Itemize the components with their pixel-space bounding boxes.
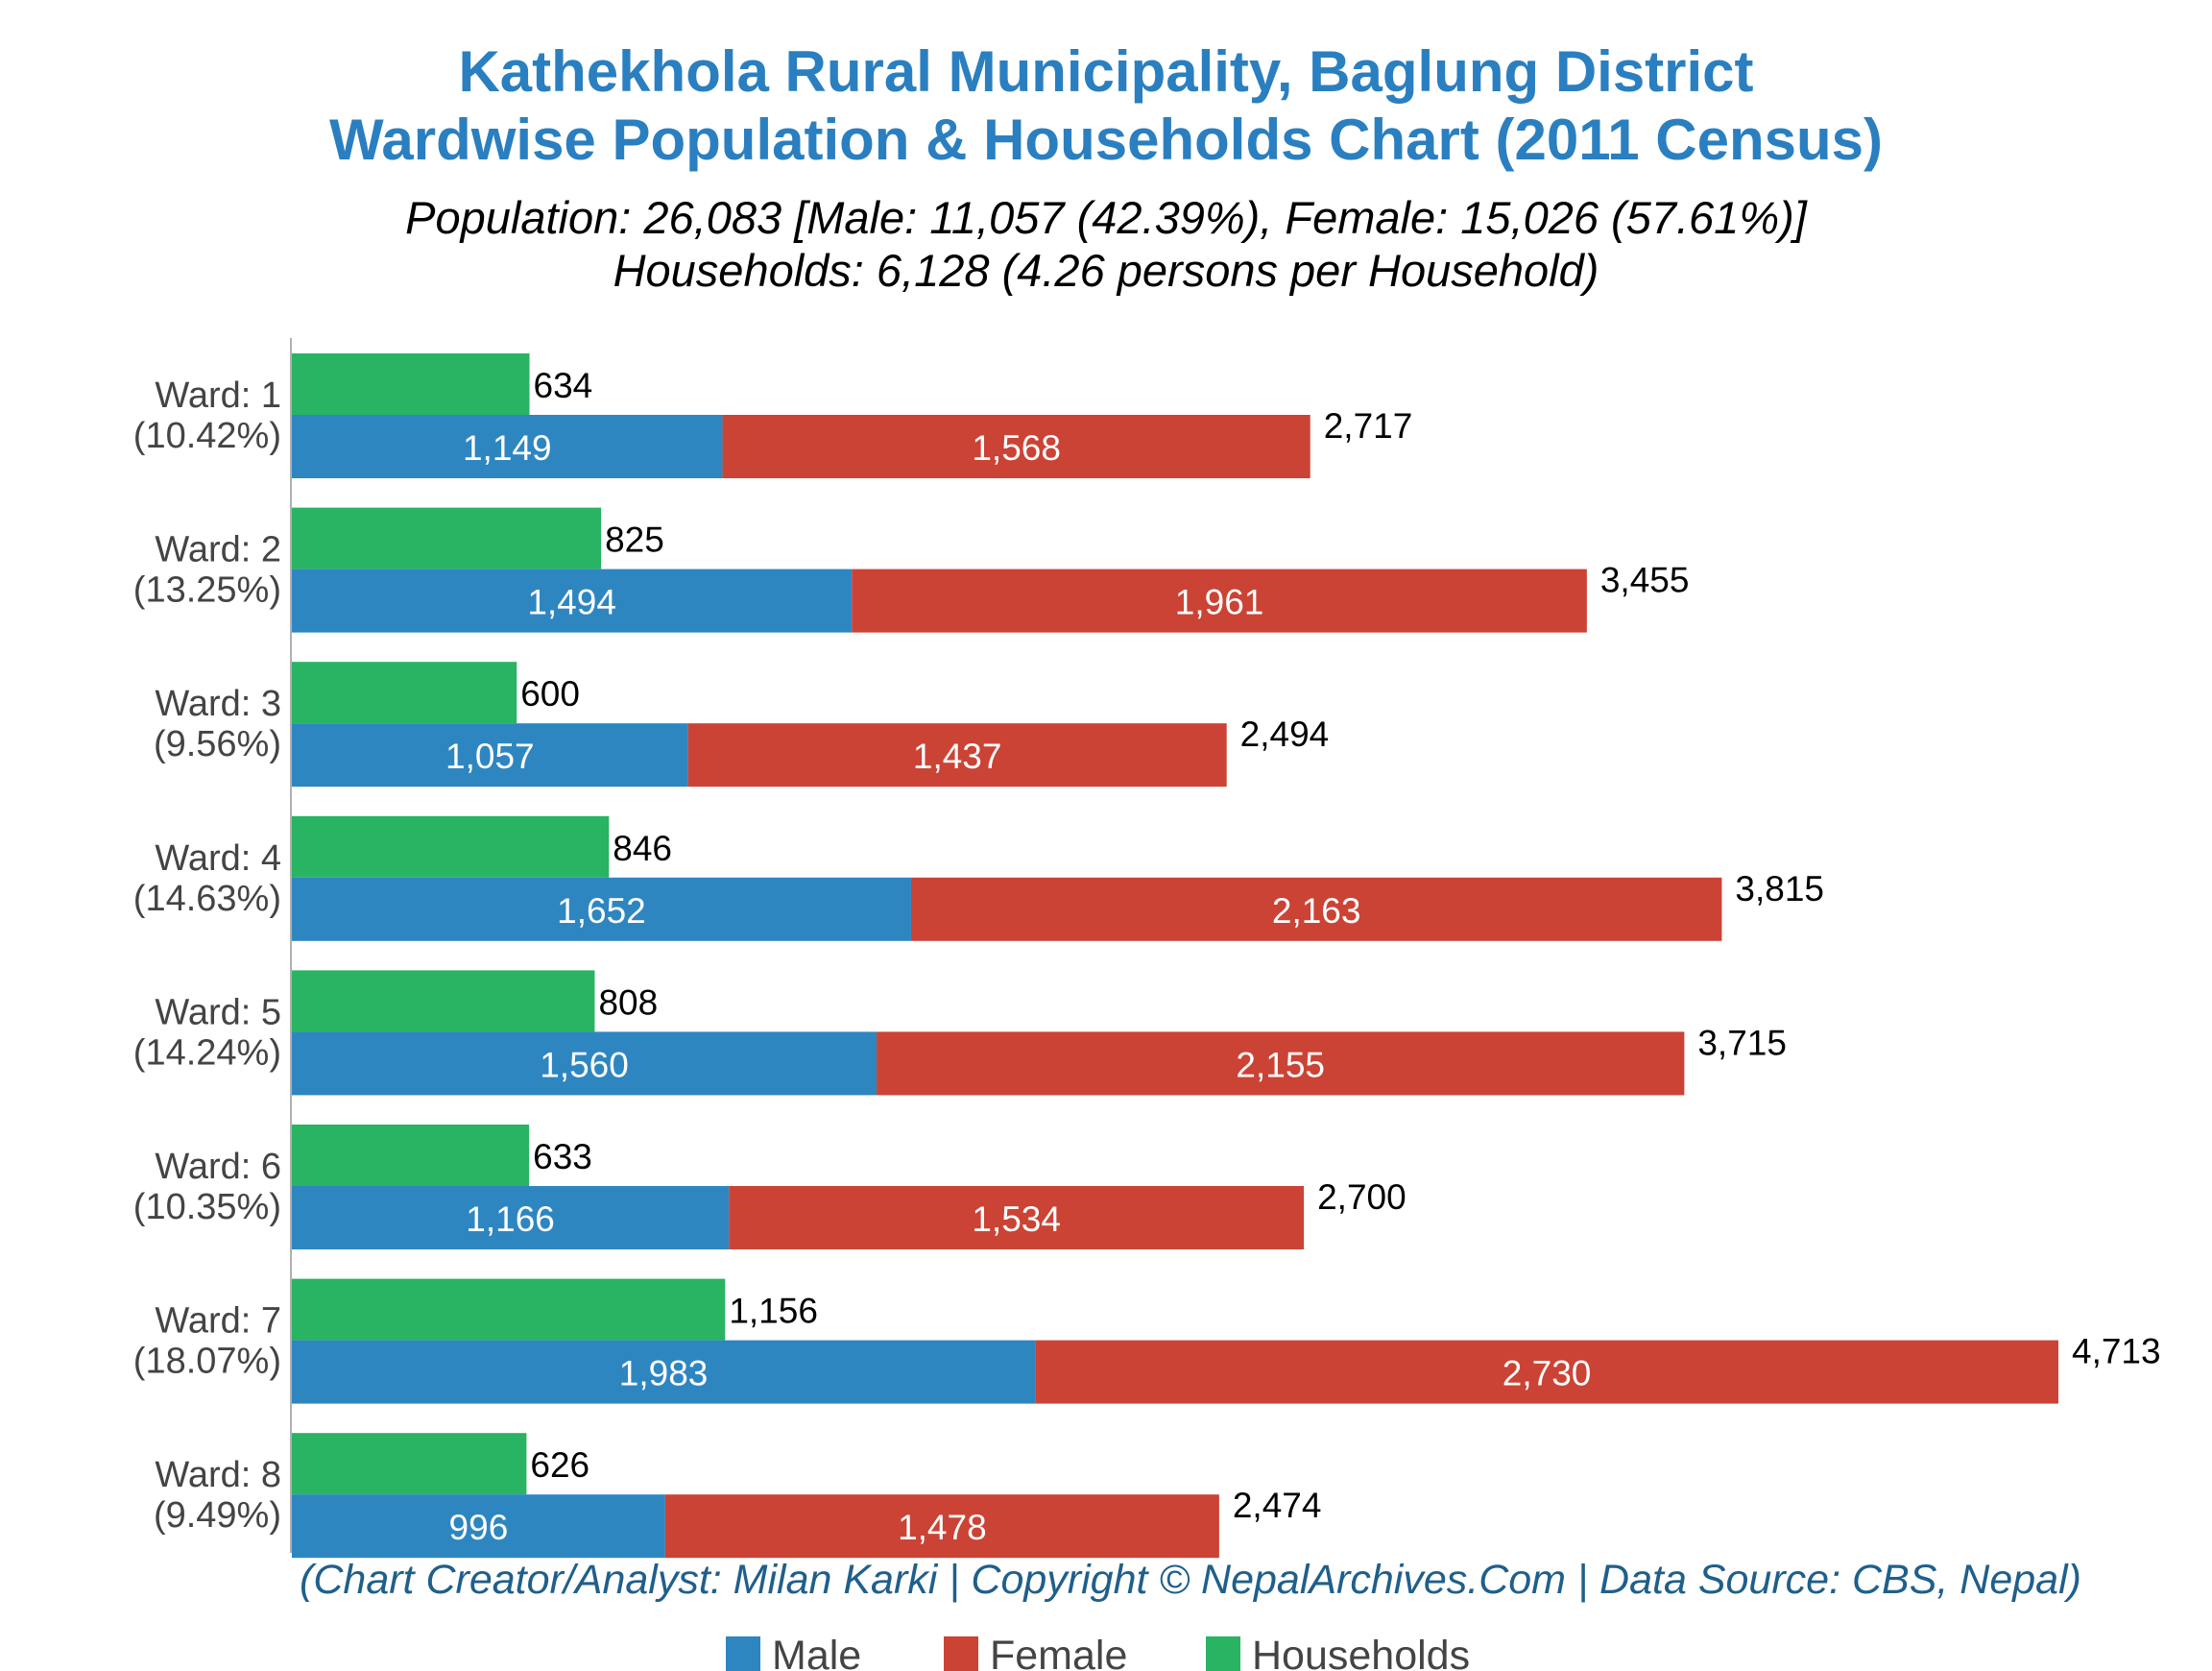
ward-label: Ward: 5 bbox=[155, 992, 281, 1032]
total-value-label: 2,474 bbox=[1233, 1486, 1322, 1525]
male-value-label: 1,494 bbox=[527, 583, 616, 622]
female-value-label: 1,534 bbox=[972, 1199, 1061, 1239]
households-bar bbox=[292, 1433, 527, 1495]
ward-label: Ward: 6 bbox=[155, 1147, 281, 1187]
households-bar bbox=[292, 507, 602, 569]
female-bar bbox=[877, 1031, 1685, 1096]
male-value-label: 1,057 bbox=[445, 737, 535, 776]
male-bar bbox=[292, 723, 688, 787]
total-value-label: 2,494 bbox=[1240, 714, 1330, 754]
total-value-label: 2,700 bbox=[1317, 1177, 1407, 1217]
ward-label: Ward: 2 bbox=[155, 530, 281, 570]
households-value-label: 626 bbox=[530, 1445, 589, 1485]
ward-percent-label: (10.35%) bbox=[133, 1187, 281, 1227]
total-value-label: 2,717 bbox=[1324, 406, 1413, 446]
ward-label: Ward: 4 bbox=[155, 838, 281, 879]
households-bar bbox=[292, 662, 517, 724]
female-bar bbox=[729, 1186, 1305, 1249]
chart-subtitle-line-1: Population: 26,083 [Male: 11,057 (42.39%… bbox=[405, 192, 1808, 243]
female-bar bbox=[722, 415, 1310, 478]
households-value-label: 1,156 bbox=[729, 1292, 818, 1331]
households-value-label: 634 bbox=[534, 366, 593, 405]
total-value-label: 3,815 bbox=[1735, 869, 1824, 908]
male-value-label: 1,166 bbox=[466, 1199, 555, 1239]
male-value-label: 1,652 bbox=[557, 891, 646, 931]
ward-label: Ward: 3 bbox=[155, 684, 281, 724]
male-value-label: 1,149 bbox=[463, 428, 552, 468]
households-bar bbox=[292, 1278, 726, 1341]
female-value-label: 1,961 bbox=[1175, 583, 1264, 622]
ward-label: Ward: 7 bbox=[155, 1301, 281, 1342]
total-value-label: 3,715 bbox=[1697, 1023, 1787, 1062]
plot-area: Ward: 1(10.42%) 634 1,149 1,568 2,717 Ward: 2… bbox=[133, 353, 2161, 1559]
legend: Male Female Households bbox=[726, 1633, 1470, 1671]
chart-subtitle-line-2: Households: 6,128 (4.26 persons per Hous… bbox=[613, 245, 1599, 296]
male-bar bbox=[292, 1031, 878, 1096]
households-value-label: 846 bbox=[613, 829, 672, 868]
ward-percent-label: (10.42%) bbox=[133, 416, 281, 456]
ward-label: Ward: 1 bbox=[155, 375, 281, 416]
households-bar bbox=[292, 1125, 530, 1186]
male-bar bbox=[292, 415, 723, 478]
legend-swatch-female bbox=[944, 1636, 978, 1671]
male-value-label: 996 bbox=[449, 1508, 509, 1547]
chart-title-line-2: Wardwise Population & Households Chart (… bbox=[329, 108, 1883, 172]
female-value-label: 1,568 bbox=[972, 428, 1061, 468]
female-bar bbox=[664, 1494, 1219, 1559]
legend-swatch-male bbox=[726, 1636, 760, 1671]
ward-percent-label: (9.49%) bbox=[154, 1495, 281, 1536]
female-value-label: 2,155 bbox=[1236, 1045, 1325, 1084]
ward-percent-label: (18.07%) bbox=[133, 1342, 281, 1382]
total-value-label: 4,713 bbox=[2072, 1332, 2161, 1371]
male-value-label: 1,560 bbox=[540, 1045, 629, 1084]
male-bar bbox=[292, 1340, 1036, 1404]
total-value-label: 3,455 bbox=[1600, 561, 1690, 600]
female-value-label: 1,478 bbox=[898, 1508, 987, 1547]
legend-label-female: Female bbox=[990, 1633, 1127, 1671]
households-value-label: 825 bbox=[605, 521, 664, 560]
households-bar bbox=[292, 353, 530, 415]
ward-percent-label: (9.56%) bbox=[154, 724, 281, 764]
female-bar bbox=[1035, 1340, 2058, 1404]
female-bar bbox=[910, 877, 1722, 941]
male-bar bbox=[292, 569, 853, 633]
female-value-label: 2,730 bbox=[1503, 1354, 1592, 1393]
male-bar bbox=[292, 1186, 730, 1249]
male-value-label: 1,983 bbox=[619, 1354, 709, 1393]
female-bar bbox=[687, 723, 1227, 787]
male-bar bbox=[292, 877, 911, 941]
households-value-label: 633 bbox=[533, 1137, 592, 1176]
legend-swatch-households bbox=[1206, 1636, 1240, 1671]
female-value-label: 1,437 bbox=[913, 737, 1002, 776]
chart-title-line-1: Kathekhola Rural Municipality, Baglung D… bbox=[458, 39, 1753, 104]
legend-label-households: Households bbox=[1252, 1633, 1470, 1671]
female-bar bbox=[852, 569, 1587, 633]
female-value-label: 2,163 bbox=[1272, 891, 1361, 931]
ward-percent-label: (13.25%) bbox=[133, 570, 281, 611]
legend-label-male: Male bbox=[772, 1633, 861, 1671]
households-bar bbox=[292, 970, 595, 1032]
households-value-label: 600 bbox=[520, 674, 580, 714]
households-value-label: 808 bbox=[598, 982, 658, 1022]
chart-credits: (Chart Creator/Analyst: Milan Karki | Co… bbox=[300, 1557, 2081, 1603]
ward-percent-label: (14.24%) bbox=[133, 1032, 281, 1073]
male-bar bbox=[292, 1494, 665, 1559]
ward-label: Ward: 8 bbox=[155, 1455, 281, 1495]
ward-percent-label: (14.63%) bbox=[133, 879, 281, 919]
households-bar bbox=[292, 815, 610, 878]
